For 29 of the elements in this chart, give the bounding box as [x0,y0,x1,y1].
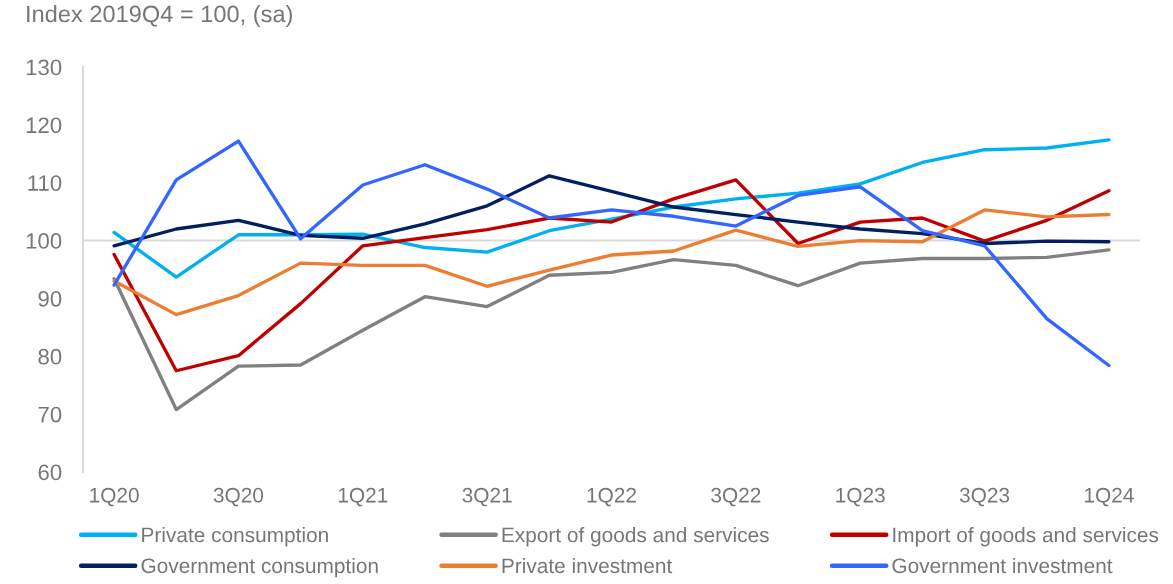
x-tick-label: 1Q22 [587,487,636,507]
y-tick-label: 100 [26,233,62,249]
x-tick-label: 1Q21 [338,487,388,507]
y-tick-label: 130 [26,59,62,76]
y-tick-label: 90 [38,290,62,307]
line-series [112,178,1111,373]
legend-label: Private investment [502,557,673,574]
legend-label: Government consumption [141,557,378,578]
y-tick-label: 70 [38,406,62,423]
x-tick-label: 1Q23 [836,487,885,507]
x-tick-label: 3Q23 [959,487,1010,507]
x-tick-label: 1Q20 [90,487,139,507]
legend-label: Government investment [892,557,1113,574]
legend-label: Import of goods and services [893,527,1159,547]
y-tick-label: 120 [26,117,62,134]
y-tick-label: 60 [38,464,62,481]
line-series [112,248,1111,412]
x-tick-label: 3Q21 [462,487,512,507]
x-tick-label: 1Q24 [1085,487,1134,507]
line-series [112,174,1111,248]
y-axis-title: Index 2019Q4 = 100, (sa) [27,5,292,27]
legend-label: Export of goods and services [502,527,769,547]
x-tick-label: 3Q22 [711,487,761,507]
x-tick-label: 3Q20 [213,487,264,507]
legend-label: Private consumption [142,527,328,547]
y-tick-label: 80 [38,348,62,365]
line-series [112,208,1111,317]
y-tick-label: 110 [28,175,62,191]
line-series [112,139,1111,368]
